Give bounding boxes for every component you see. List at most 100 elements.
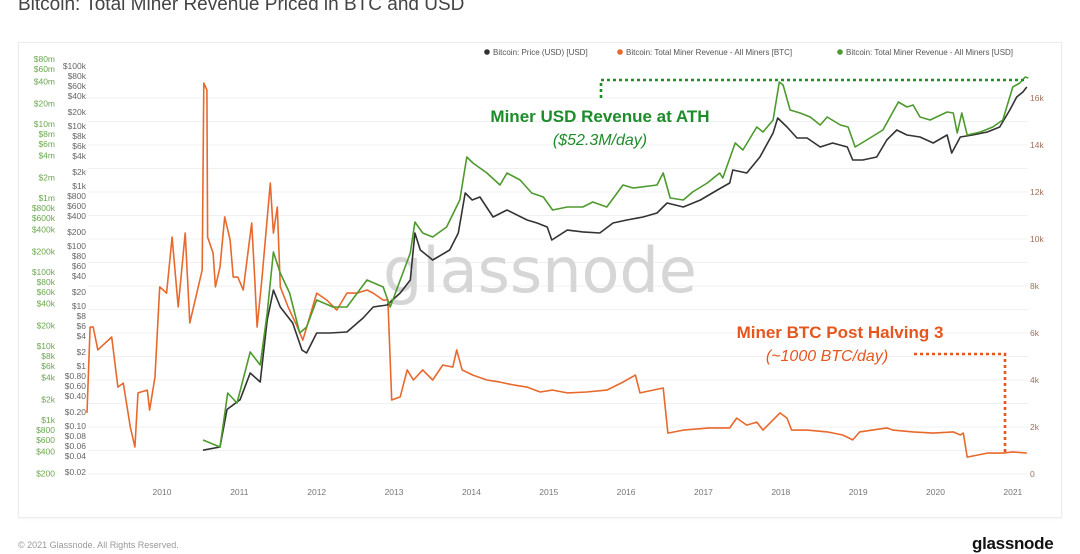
y-tick-usd-revenue: $100k — [32, 267, 56, 277]
x-tick-label: 2019 — [849, 487, 868, 497]
gridlines — [88, 97, 1028, 475]
y-tick-btc-revenue: 14k — [1030, 140, 1044, 150]
legend: Bitcoin: Price (USD) [USD] Bitcoin: Total… — [484, 48, 1013, 57]
y-tick-price: $60k — [68, 81, 87, 91]
y-tick-usd-revenue: $400k — [32, 224, 56, 234]
y-tick-price: $40k — [68, 91, 87, 101]
y-tick-usd-revenue: $1k — [41, 415, 55, 425]
y-tick-price: $600 — [67, 201, 86, 211]
y-tick-usd-revenue: $8k — [41, 351, 55, 361]
y-tick-price: $0.08 — [65, 431, 87, 441]
y-tick-price: $800 — [67, 191, 86, 201]
y-tick-usd-revenue: $40m — [34, 76, 55, 86]
y-tick-price: $0.06 — [65, 441, 87, 451]
y-tick-price: $40 — [72, 271, 86, 281]
y-tick-usd-revenue: $20m — [34, 99, 55, 109]
y-tick-usd-revenue: $200k — [32, 247, 56, 257]
x-tick-label: 2012 — [307, 487, 326, 497]
footer-copyright: © 2021 Glassnode. All Rights Reserved. — [18, 540, 179, 550]
y-tick-price: $1k — [72, 181, 86, 191]
y-tick-usd-revenue: $8m — [38, 129, 55, 139]
y-tick-price: $4k — [72, 151, 86, 161]
y-tick-price: $0.60 — [65, 381, 87, 391]
y-tick-usd-revenue: $6k — [41, 361, 55, 371]
y-tick-usd-revenue: $60m — [34, 64, 55, 74]
y-tick-usd-revenue: $60k — [37, 287, 56, 297]
y-tick-usd-revenue: $2m — [38, 173, 55, 183]
y-tick-usd-revenue: $10k — [37, 341, 56, 351]
x-tick-label: 2011 — [230, 487, 249, 497]
y-tick-usd-revenue: $800k — [32, 203, 56, 213]
y-tick-btc-revenue: 4k — [1030, 375, 1040, 385]
x-tick-label: 2020 — [926, 487, 945, 497]
y-tick-usd-revenue: $600 — [36, 435, 55, 445]
y-tick-price: $20k — [68, 107, 87, 117]
y-tick-price: $20 — [72, 287, 86, 297]
y-tick-btc-revenue: 0 — [1030, 469, 1035, 479]
y-tick-price: $6k — [72, 141, 86, 151]
watermark: glassnode — [383, 234, 697, 307]
chart-card — [18, 42, 1062, 518]
y-tick-price: $0.20 — [65, 407, 87, 417]
x-tick-label: 2017 — [694, 487, 713, 497]
y-tick-price: $0.04 — [65, 451, 87, 461]
annotations: Miner USD Revenue at ATH ($52.3M/day) Mine… — [490, 78, 1025, 452]
y-tick-price: $80k — [68, 71, 87, 81]
y-tick-usd-revenue: $10m — [34, 119, 55, 129]
y-tick-usd-revenue: $800 — [36, 425, 55, 435]
y-tick-price: $200 — [67, 227, 86, 237]
y-tick-usd-revenue: $1m — [38, 193, 55, 203]
y-tick-price: $2k — [72, 167, 86, 177]
x-tick-label: 2013 — [385, 487, 404, 497]
y-tick-usd-revenue: $4m — [38, 150, 55, 160]
legend-marker — [617, 49, 623, 55]
page-title: Bitcoin: Total Miner Revenue Priced in B… — [18, 0, 465, 15]
y-tick-btc-revenue: 10k — [1030, 234, 1044, 244]
x-tick-label: 2018 — [771, 487, 790, 497]
y-tick-price: $2 — [77, 347, 87, 357]
annotation-usd-ath-title: Miner USD Revenue at ATH — [490, 107, 709, 126]
series-line-usd-revenue — [202, 76, 1029, 448]
y-tick-price: $60 — [72, 261, 86, 271]
x-tick-label: 2010 — [153, 487, 172, 497]
y-tick-usd-revenue: $2k — [41, 395, 55, 405]
legend-marker — [837, 49, 843, 55]
y-tick-price: $10 — [72, 301, 86, 311]
x-tick-label: 2021 — [1003, 487, 1022, 497]
y-tick-usd-revenue: $80m — [34, 54, 55, 64]
annotation-halving-title: Miner BTC Post Halving 3 — [737, 323, 944, 342]
halving-dotted-line — [914, 352, 1007, 452]
x-tick-label: 2016 — [617, 487, 636, 497]
y-tick-usd-revenue: $4k — [41, 372, 55, 382]
y-tick-price: $0.10 — [65, 421, 87, 431]
annotation-halving-value: (~1000 BTC/day) — [766, 348, 888, 365]
x-tick-label: 2015 — [539, 487, 558, 497]
legend-label: Bitcoin: Total Miner Revenue - All Miner… — [626, 48, 792, 57]
y-tick-btc-revenue: 6k — [1030, 328, 1040, 338]
y-tick-btc-revenue: 2k — [1030, 422, 1040, 432]
y-tick-price: $8k — [72, 131, 86, 141]
series-line-price — [202, 86, 1028, 451]
y-tick-usd-revenue: $6m — [38, 139, 55, 149]
footer-logo: glassnode — [972, 534, 1054, 553]
ath-dotted-line — [599, 78, 1025, 98]
y-tick-usd-revenue: $20k — [37, 321, 56, 331]
y-tick-price: $10k — [68, 121, 87, 131]
y-tick-btc-revenue: 8k — [1030, 281, 1040, 291]
y-tick-price: $80 — [72, 251, 86, 261]
y-tick-price: $6 — [77, 321, 87, 331]
y-tick-btc-revenue: 12k — [1030, 187, 1044, 197]
y-tick-usd-revenue: $40k — [37, 298, 56, 308]
series-lines — [86, 76, 1029, 458]
y-tick-usd-revenue: $200 — [36, 469, 55, 479]
y-tick-price: $0.02 — [65, 467, 87, 477]
y-tick-price: $1 — [77, 361, 87, 371]
legend-marker — [484, 49, 490, 55]
axes: $80m$60m $40m $20m $10m$8m$6m$4m $2m $1m$800k… — [32, 54, 1045, 497]
y-tick-btc-revenue: 16k — [1030, 93, 1044, 103]
y-tick-price: $8 — [77, 311, 87, 321]
legend-label: Bitcoin: Total Miner Revenue - All Miner… — [846, 48, 1013, 57]
y-tick-price: $4 — [77, 331, 87, 341]
y-tick-price: $0.80 — [65, 371, 87, 381]
